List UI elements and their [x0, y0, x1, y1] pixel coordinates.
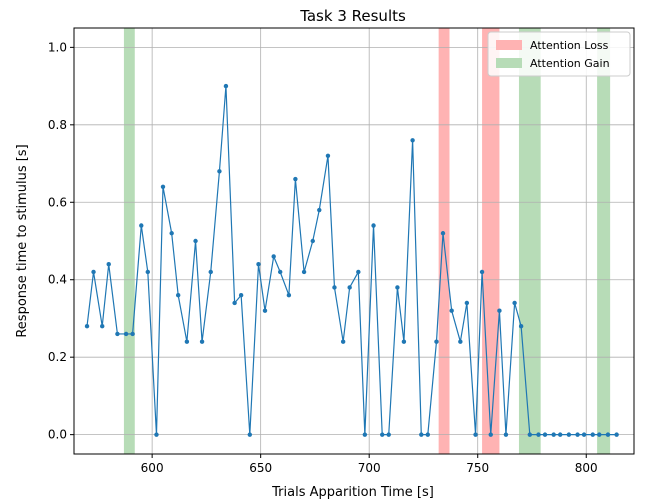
data-point-18 — [223, 83, 229, 89]
data-point-22 — [256, 262, 261, 267]
data-series — [84, 83, 619, 437]
x-tick-label-2: 700 — [358, 461, 381, 475]
data-point-33 — [340, 339, 346, 344]
data-point-19 — [232, 300, 237, 306]
x-tick-label-0: 600 — [141, 461, 164, 475]
data-point-17 — [217, 169, 222, 174]
data-point-59 — [542, 432, 548, 437]
data-point-37 — [371, 223, 376, 228]
data-point-15 — [199, 339, 205, 344]
legend-label-1: Attention Gain — [530, 57, 610, 70]
legend-label-0: Attention Loss — [530, 39, 609, 52]
y-tick-label-4: 0.8 — [48, 118, 67, 132]
data-point-36 — [362, 432, 368, 437]
data-point-66 — [597, 432, 602, 437]
data-point-27 — [293, 176, 298, 182]
y-axis-label: Response time to stimulus [s] — [15, 144, 30, 337]
data-point-43 — [419, 432, 424, 437]
data-point-31 — [325, 153, 331, 158]
axis-ticks: 600 650 700 750 800 0.0 0.2 0.4 0.6 0.8 1.0 — [48, 40, 598, 475]
data-point-26 — [286, 293, 292, 298]
attention-gain-span-2 — [597, 28, 611, 454]
data-point-13 — [184, 339, 190, 344]
x-tick-label-3: 750 — [466, 461, 489, 475]
y-tick-label-2: 0.4 — [48, 273, 67, 287]
data-point-16 — [208, 269, 213, 275]
data-point-23 — [262, 308, 268, 313]
legend-swatch-0 — [496, 40, 522, 50]
data-point-52 — [488, 432, 493, 437]
data-point-34 — [347, 285, 352, 290]
data-point-58 — [536, 432, 541, 437]
data-point-12 — [175, 293, 181, 298]
data-point-32 — [332, 285, 337, 290]
data-point-9 — [154, 432, 159, 437]
x-axis-label: Trials Apparition Time [s] — [271, 485, 434, 500]
data-point-55 — [512, 300, 517, 306]
data-point-56 — [518, 324, 524, 329]
data-point-29 — [310, 238, 315, 244]
data-point-6 — [130, 331, 135, 337]
data-point-46 — [440, 231, 446, 236]
data-point-67 — [605, 432, 611, 437]
attention-gain-span-0 — [123, 28, 135, 454]
legend-box — [487, 31, 631, 77]
data-point-62 — [566, 432, 572, 437]
data-point-25 — [278, 269, 283, 275]
legend-swatch-1 — [496, 58, 522, 68]
legend: Attention Loss Attention Gain — [487, 31, 631, 77]
data-point-54 — [503, 432, 509, 437]
data-point-41 — [401, 339, 407, 344]
data-point-0 — [84, 324, 90, 329]
data-point-68 — [614, 432, 619, 437]
data-point-57 — [527, 432, 533, 437]
data-point-28 — [301, 269, 307, 275]
data-point-30 — [317, 207, 322, 213]
data-point-10 — [160, 184, 166, 189]
attention-loss-span-1 — [482, 28, 500, 454]
data-point-24 — [271, 254, 276, 259]
data-point-8 — [145, 269, 150, 275]
data-point-51 — [479, 269, 485, 275]
plot-frame — [73, 27, 635, 455]
chart-title: Task 3 Results — [299, 7, 406, 25]
data-point-50 — [473, 432, 478, 437]
attention-gain-span-1 — [518, 28, 541, 454]
data-point-5 — [123, 331, 129, 337]
data-point-11 — [169, 231, 174, 236]
y-tick-label-0: 0.0 — [48, 428, 67, 442]
data-point-2 — [100, 324, 105, 329]
data-point-48 — [458, 339, 463, 344]
x-tick-label-4: 800 — [575, 461, 598, 475]
y-tick-label-1: 0.2 — [48, 350, 67, 364]
data-point-38 — [380, 432, 385, 437]
data-point-45 — [434, 339, 439, 344]
data-point-40 — [395, 285, 400, 290]
data-point-3 — [106, 262, 111, 267]
y-tick-label-5: 1.0 — [48, 40, 67, 54]
data-point-7 — [139, 223, 144, 228]
data-point-42 — [410, 138, 415, 143]
data-point-47 — [449, 308, 454, 313]
data-point-49 — [464, 300, 470, 306]
data-point-20 — [238, 293, 244, 298]
data-point-60 — [551, 432, 556, 437]
data-point-61 — [558, 432, 563, 437]
data-point-39 — [386, 432, 391, 437]
data-point-21 — [247, 432, 253, 437]
data-point-1 — [91, 269, 96, 275]
data-point-64 — [581, 432, 587, 437]
data-point-4 — [115, 331, 120, 337]
data-point-63 — [575, 432, 580, 437]
data-point-44 — [425, 432, 430, 437]
data-point-35 — [356, 269, 361, 275]
y-tick-label-3: 0.6 — [48, 195, 67, 209]
data-point-53 — [497, 308, 502, 313]
x-tick-label-1: 650 — [249, 461, 272, 475]
data-point-14 — [193, 238, 198, 244]
data-point-65 — [590, 432, 595, 437]
